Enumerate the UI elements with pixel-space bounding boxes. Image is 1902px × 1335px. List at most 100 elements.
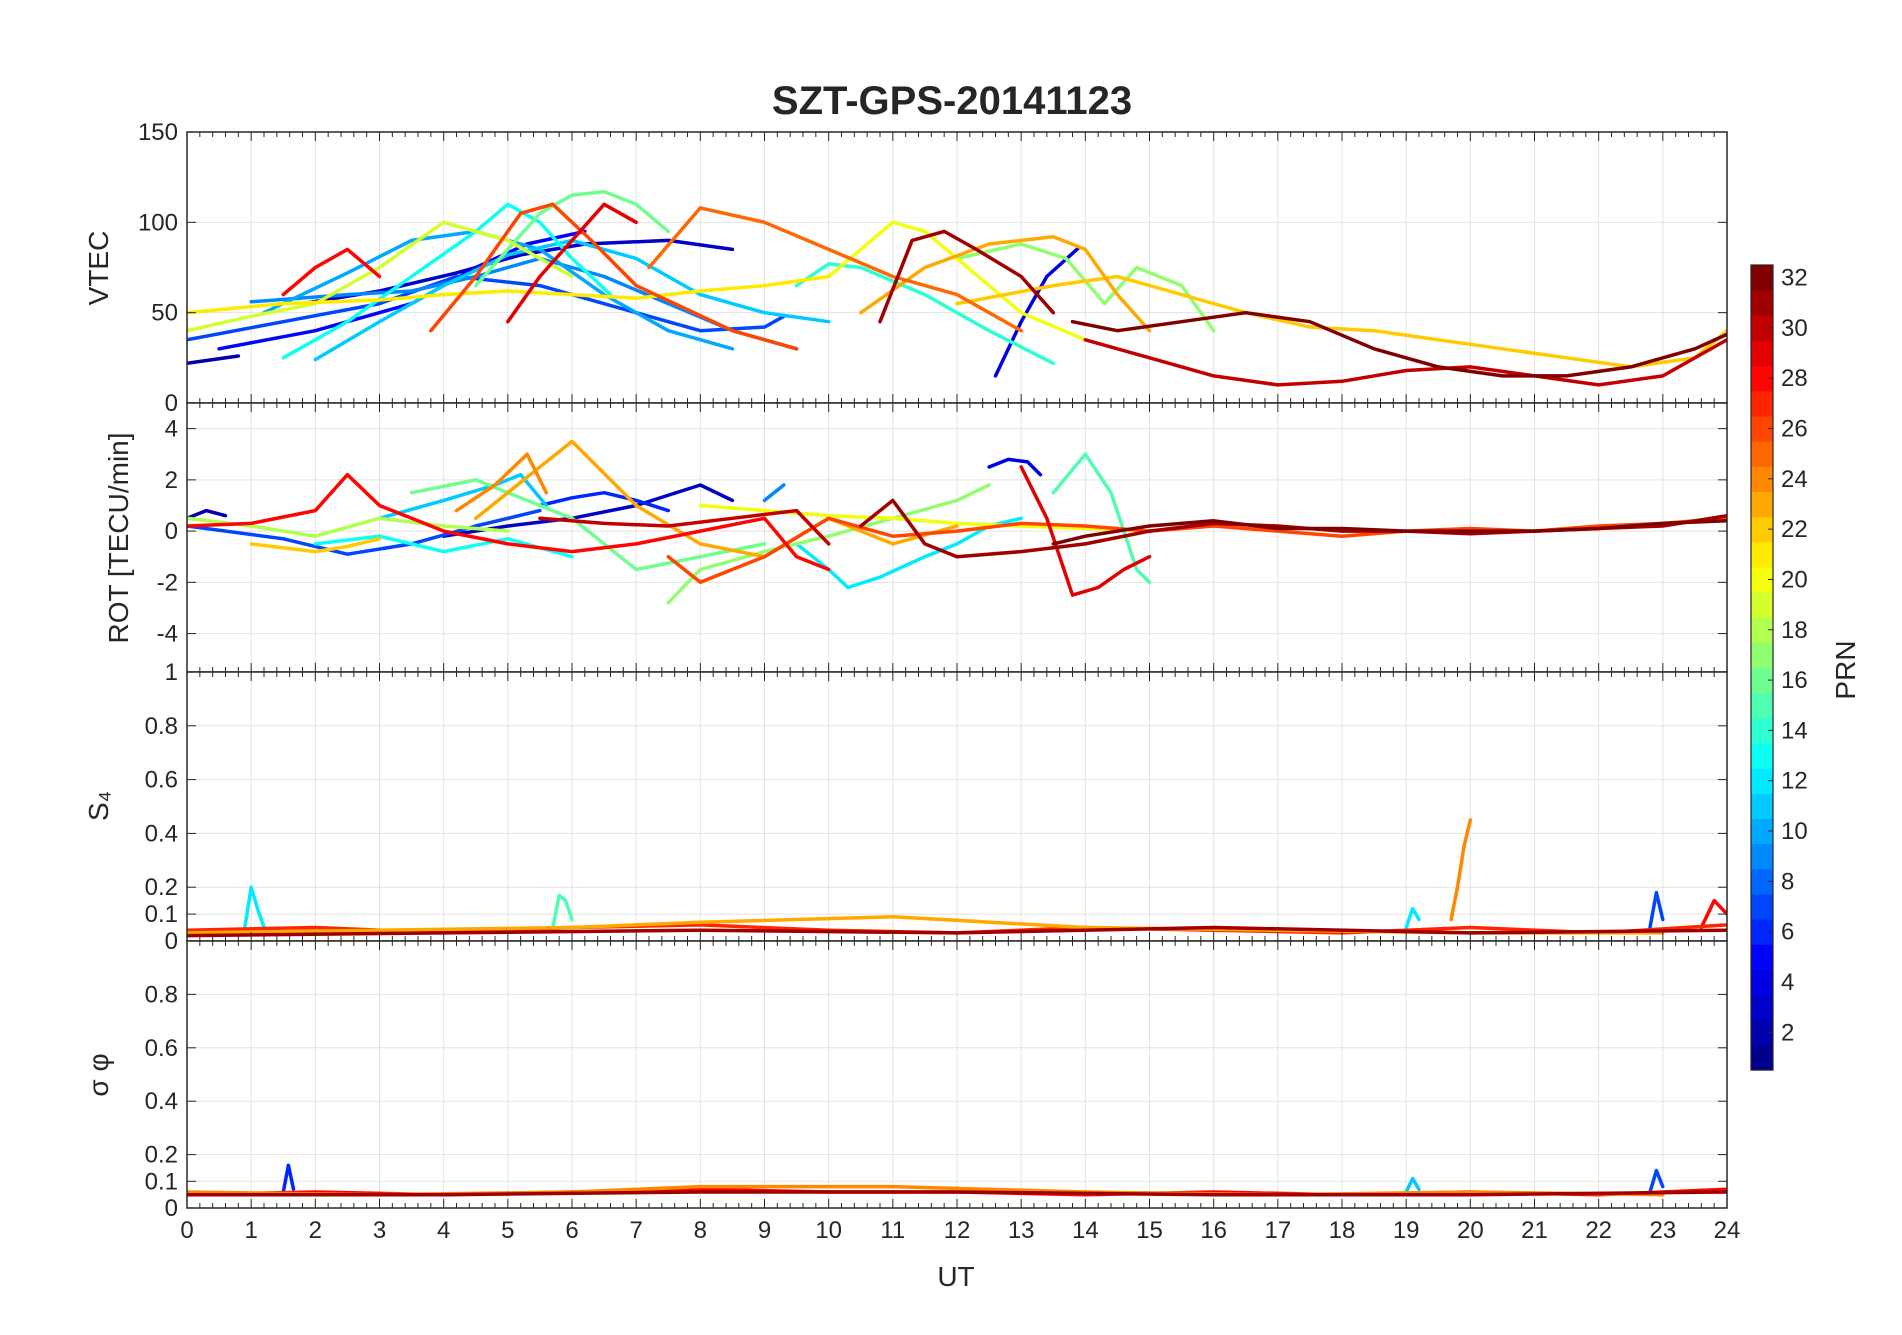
colorbar-tick-label: 20	[1781, 566, 1808, 593]
x-tick-label: 4	[437, 1217, 450, 1244]
colorbar-swatch	[1751, 969, 1773, 996]
x-tick-label: 3	[373, 1217, 386, 1244]
colorbar-swatch	[1751, 466, 1773, 493]
series-line-prn-6	[281, 1163, 296, 1194]
series-line-prn-3	[300, 238, 735, 306]
series-line-prn-28	[281, 247, 382, 297]
y-tick-label: 0	[165, 928, 178, 955]
y-tick-label: -4	[157, 621, 178, 648]
x-tick-label: 7	[629, 1217, 642, 1244]
y-tick-label: 0.8	[145, 713, 178, 740]
colorbar-tick-label: 6	[1781, 919, 1794, 946]
series-line-prn-21	[187, 274, 831, 315]
colorbar-swatch	[1751, 919, 1773, 945]
x-tick-label: 15	[1136, 1217, 1163, 1244]
colorbar-swatch	[1751, 1044, 1773, 1071]
colorbar-swatch	[1751, 315, 1773, 342]
x-tick-label: 0	[180, 1217, 193, 1244]
series-line-prn-2	[187, 508, 228, 521]
series-line-prn-4	[987, 457, 1043, 477]
series-line-prn-22	[249, 537, 382, 554]
y-tick-label: 0.6	[145, 1035, 178, 1062]
series-line-prn-12	[243, 885, 266, 930]
colorbar-swatch	[1751, 290, 1773, 316]
colorbar-tick-label: 18	[1781, 617, 1808, 644]
colorbar-swatch	[1751, 617, 1773, 643]
panel-vtec: 0 50 100 150 VTEC	[83, 119, 1728, 417]
colorbar-swatch	[1751, 365, 1773, 392]
y-tick-label: 0.4	[145, 820, 178, 847]
y-tick-label: 0	[165, 390, 178, 417]
colorbar-swatch	[1751, 441, 1773, 467]
colorbar-tick-label: 26	[1781, 416, 1808, 443]
series-line-prn-7	[1648, 1168, 1665, 1194]
colorbar-swatch	[1751, 415, 1773, 442]
x-tick-label: 12	[944, 1217, 971, 1244]
series-line-prn-24	[1449, 818, 1473, 922]
y-axis-label-rot: ROT [TECU/min]	[103, 432, 134, 643]
series-line-prn-19	[187, 220, 574, 333]
y-tick-label: 0.8	[145, 981, 178, 1008]
colorbar-swatch	[1751, 516, 1773, 543]
y-tick-label: 100	[138, 209, 178, 236]
colorbar-swatch	[1751, 843, 1773, 870]
y-tick-label: 0	[165, 1195, 178, 1222]
x-tick-label: 14	[1072, 1217, 1099, 1244]
x-tick-label: 19	[1393, 1217, 1420, 1244]
series-line-prn-32	[1070, 310, 1727, 378]
series-group	[187, 189, 1727, 387]
y-tick-label: 0.2	[145, 874, 178, 901]
series-line-prn-11	[1404, 1176, 1421, 1194]
colorbar-tick-label: 16	[1781, 667, 1808, 694]
colorbar-swatch	[1751, 340, 1773, 367]
series-line-prn-32	[1051, 519, 1727, 546]
series-line-prn-16	[409, 478, 767, 572]
panel-sigma_phi: 00.10.2 0.4 0.6 0.8 σ φ	[83, 940, 1728, 1222]
y-tick-label: -2	[157, 569, 178, 596]
x-tick-label: 1	[244, 1217, 257, 1244]
colorbar-swatch	[1751, 667, 1773, 694]
colorbar-swatch	[1751, 768, 1773, 794]
colorbar-tick-label: 28	[1781, 365, 1808, 392]
colorbar-tick-label: 4	[1781, 969, 1794, 996]
colorbar-swatch	[1751, 793, 1773, 820]
colorbar-swatch	[1751, 1019, 1773, 1046]
colorbar-swatch	[1751, 692, 1773, 719]
colorbar-tick-label: 14	[1781, 717, 1808, 744]
x-tick-label: 5	[501, 1217, 514, 1244]
x-tick-label: 21	[1521, 1217, 1548, 1244]
series-line-prn-7	[187, 274, 786, 342]
x-tick-label: 11	[880, 1217, 905, 1244]
y-tick-label: 2	[165, 467, 178, 494]
x-tick-label: 6	[565, 1217, 578, 1244]
colorbar-label: PRN	[1830, 640, 1861, 699]
y-axis-label-vtec: VTEC	[83, 231, 114, 306]
colorbar-swatch	[1751, 717, 1773, 744]
y-tick-label: 0.1	[145, 1168, 178, 1195]
colorbar-tick-label: 24	[1781, 466, 1808, 493]
series-line-prn-7	[1648, 890, 1665, 930]
colorbar-swatch	[1751, 742, 1773, 769]
x-tick-label: 23	[1649, 1217, 1676, 1244]
series-line-prn-15	[1051, 452, 1152, 585]
colorbar-swatch	[1751, 566, 1773, 593]
series-line-prn-13	[281, 202, 613, 360]
y-tick-label: 4	[165, 416, 178, 443]
x-axis-label: UT	[937, 1261, 974, 1292]
series-line-prn-26	[429, 202, 799, 351]
series-line-prn-30	[1083, 338, 1727, 387]
series-line-prn-20	[826, 220, 1088, 342]
colorbar-tick-label: 2	[1781, 1019, 1794, 1046]
colorbar-tick-label: 8	[1781, 868, 1794, 895]
y-tick-label: 0.4	[145, 1088, 178, 1115]
series-line-prn-28	[1699, 898, 1727, 930]
series-line-prn-6	[538, 490, 671, 513]
series-line-prn-16	[474, 189, 671, 288]
series-line-prn-30	[538, 508, 831, 546]
y-tick-label: 0.1	[145, 901, 178, 928]
y-tick-label: 50	[151, 300, 178, 327]
y-tick-label: 1	[165, 659, 178, 686]
series-line-prn-31	[878, 229, 1056, 324]
